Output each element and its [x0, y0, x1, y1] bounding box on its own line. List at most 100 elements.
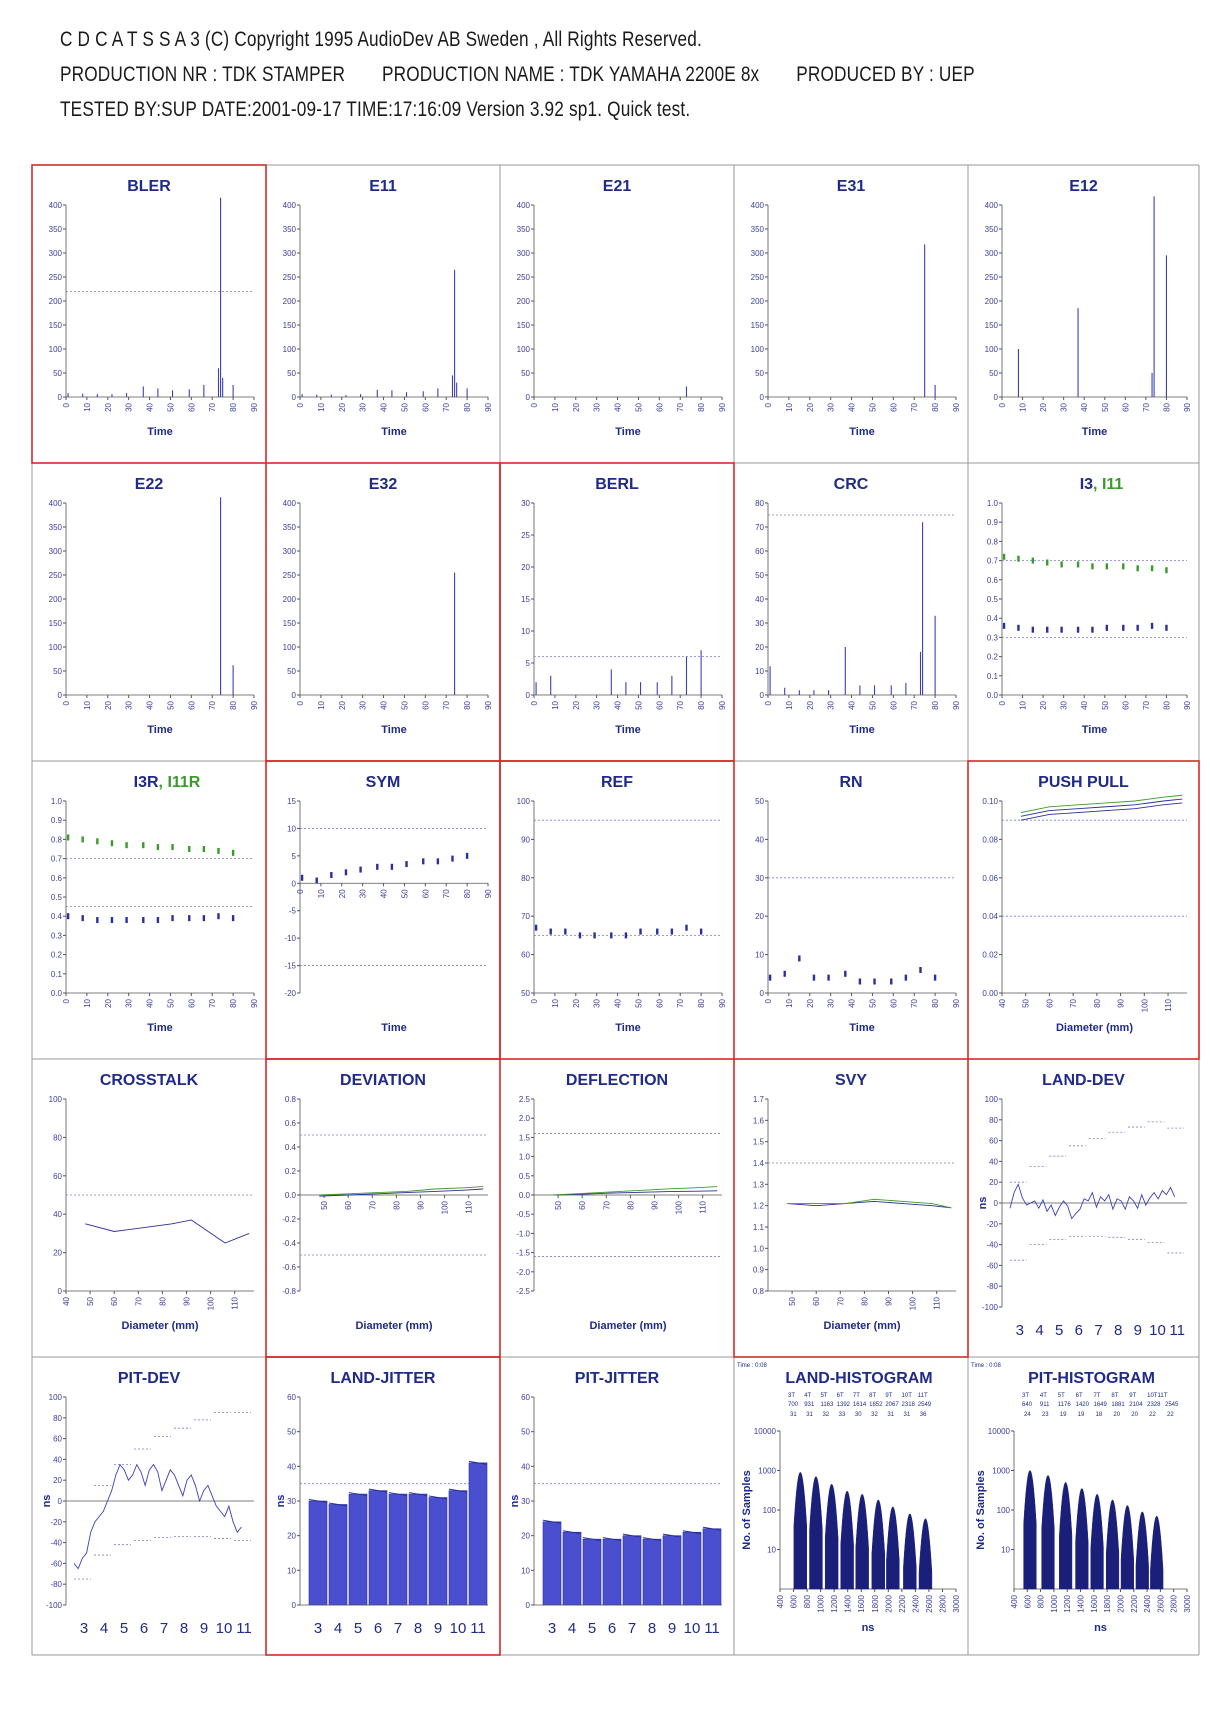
x-category-label: 5: [120, 1620, 128, 1637]
panel-title-pithist: PIT-HISTOGRAM: [1028, 1370, 1155, 1387]
x-tick-label: 70: [676, 402, 685, 411]
panel-title-crosstalk: CROSSTALK: [100, 1072, 199, 1089]
x-tick-label: 1200: [830, 1594, 839, 1612]
x-tick-label: 50: [166, 700, 175, 709]
y-tick-label: 1.3: [753, 1180, 765, 1189]
legend-jitter: 32: [822, 1412, 829, 1418]
panel-berl: BERL 0 5 10 15 20 25 30 0 10 20 30 40 50 60 70 80 90 Time: [521, 476, 727, 736]
x-tick-label: 40: [146, 700, 155, 709]
panel-title-i3: I3, I11: [1080, 476, 1124, 493]
data-point: [534, 924, 538, 931]
x-tick-label: 40: [998, 998, 1007, 1007]
x-tick-label: 50: [868, 700, 877, 709]
data-point: [231, 915, 235, 922]
y-tick-label: 50: [287, 667, 296, 676]
deviation-trace: [73, 1463, 242, 1570]
data-point: [1017, 624, 1020, 631]
data-point: [1076, 626, 1080, 633]
y-tick-label: 80: [989, 1116, 998, 1125]
legend-jitter: 20: [1113, 1412, 1120, 1418]
x-axis-label: Time: [147, 426, 172, 438]
legend-center: 2104: [1129, 1402, 1143, 1408]
y-tick-label: 60: [755, 547, 764, 556]
legend-center: 700: [788, 1402, 799, 1408]
legend-center: 640: [1022, 1402, 1033, 1408]
y-tick-label: -10: [284, 934, 296, 943]
y-tick-label: 0: [760, 989, 765, 998]
y-tick-label: 50: [989, 369, 998, 378]
x-tick-label: 70: [836, 1296, 845, 1305]
lower-limit: [74, 1535, 251, 1580]
x-category-label: 4: [100, 1620, 108, 1637]
y-tick-label: 150: [283, 619, 297, 628]
y-tick-label: 0: [526, 691, 531, 700]
y-tick-label: 1.5: [519, 1133, 531, 1142]
y-tick-label: 5: [526, 659, 531, 668]
series-line: [787, 1198, 952, 1209]
y-tick-label: 0: [292, 1601, 297, 1610]
x-tick-label: 3000: [952, 1594, 961, 1612]
x-category-label: 9: [434, 1620, 442, 1637]
data-point: [933, 974, 937, 981]
data-point: [1046, 559, 1049, 566]
panel-title-e32: E32: [369, 476, 398, 493]
x-tick-label: 60: [1045, 998, 1054, 1007]
panel-ref: REF 50 60 70 80 90 100 0 10 20 30 40 50 60 70 80 90 Time: [517, 774, 727, 1034]
y-tick-label: -80: [50, 1580, 62, 1589]
x-tick-label: 400: [1010, 1594, 1019, 1608]
y-tick-label: 40: [287, 1462, 296, 1471]
x-axis-label: Time: [849, 724, 874, 736]
data-point: [171, 844, 174, 851]
x-tick-label: 90: [250, 998, 259, 1007]
data-point: [827, 974, 830, 981]
y-tick-label: 100: [283, 345, 297, 354]
y-tick-label: 250: [49, 571, 63, 580]
legend-label: 5T: [820, 1393, 827, 1399]
y-tick-label: 200: [283, 297, 297, 306]
jitter-bar: [448, 1490, 468, 1606]
histogram-peak: [918, 1518, 933, 1590]
legend-center: 1649: [1094, 1402, 1108, 1408]
title-part-green: , I11: [1093, 476, 1123, 493]
y-tick-label: 100: [763, 1506, 777, 1515]
x-tick-label: 1600: [857, 1594, 866, 1612]
data-point: [798, 955, 801, 962]
x-tick-label: 0: [530, 402, 539, 407]
y-tick-label: 0.5: [987, 595, 999, 604]
x-tick-label: 10: [83, 402, 92, 411]
data-point: [1002, 622, 1006, 629]
y-tick-label: 0: [292, 879, 297, 888]
x-tick-label: 70: [1142, 402, 1151, 411]
y-tick-label: 60: [53, 1435, 62, 1444]
x-tick-label: 90: [1117, 998, 1126, 1007]
panel-i3r: I3R, I11R 0.0 0.1 0.2 0.3 0.4 0.5 0.6 0.7 0.8 0.9 1…: [51, 774, 259, 1034]
jitter-bar: [328, 1504, 348, 1606]
y-tick-label: 40: [53, 1455, 62, 1464]
x-axis-label: Time: [615, 426, 640, 438]
x-tick-label: 40: [848, 700, 857, 709]
x-tick-label: 30: [827, 700, 836, 709]
jitter-bar-top: [702, 1526, 722, 1531]
panel-title-pushpull: PUSH PULL: [1038, 774, 1129, 791]
y-tick-label: 20: [989, 1178, 998, 1187]
panel-deflection: DEFLECTION -2.5 -2.0 -1.5 -1.0 -0.5 0.0 0.5 1.0 1…: [516, 1072, 722, 1332]
x-tick-label: 40: [614, 998, 623, 1007]
x-tick-label: 50: [166, 998, 175, 1007]
x-tick-label: 60: [187, 998, 196, 1007]
y-tick-label: 40: [53, 1210, 62, 1219]
x-tick-label: 30: [827, 998, 836, 1007]
x-tick-label: 60: [655, 998, 664, 1007]
x-tick-label: 0: [530, 998, 539, 1003]
x-tick-label: 30: [827, 402, 836, 411]
x-tick-label: 3000: [1183, 1594, 1192, 1612]
data-point: [904, 974, 908, 981]
x-axis-label: Time: [147, 724, 172, 736]
y-tick-label: -5: [289, 907, 297, 916]
legend-label: 3T: [788, 1393, 795, 1399]
jitter-bar: [562, 1531, 582, 1606]
x-tick-label: 50: [868, 998, 877, 1007]
jitter-bar: [368, 1490, 388, 1606]
legend-center: 2067: [885, 1402, 899, 1408]
x-tick-label: 30: [593, 700, 602, 709]
y-tick-label: -0.8: [282, 1287, 296, 1296]
